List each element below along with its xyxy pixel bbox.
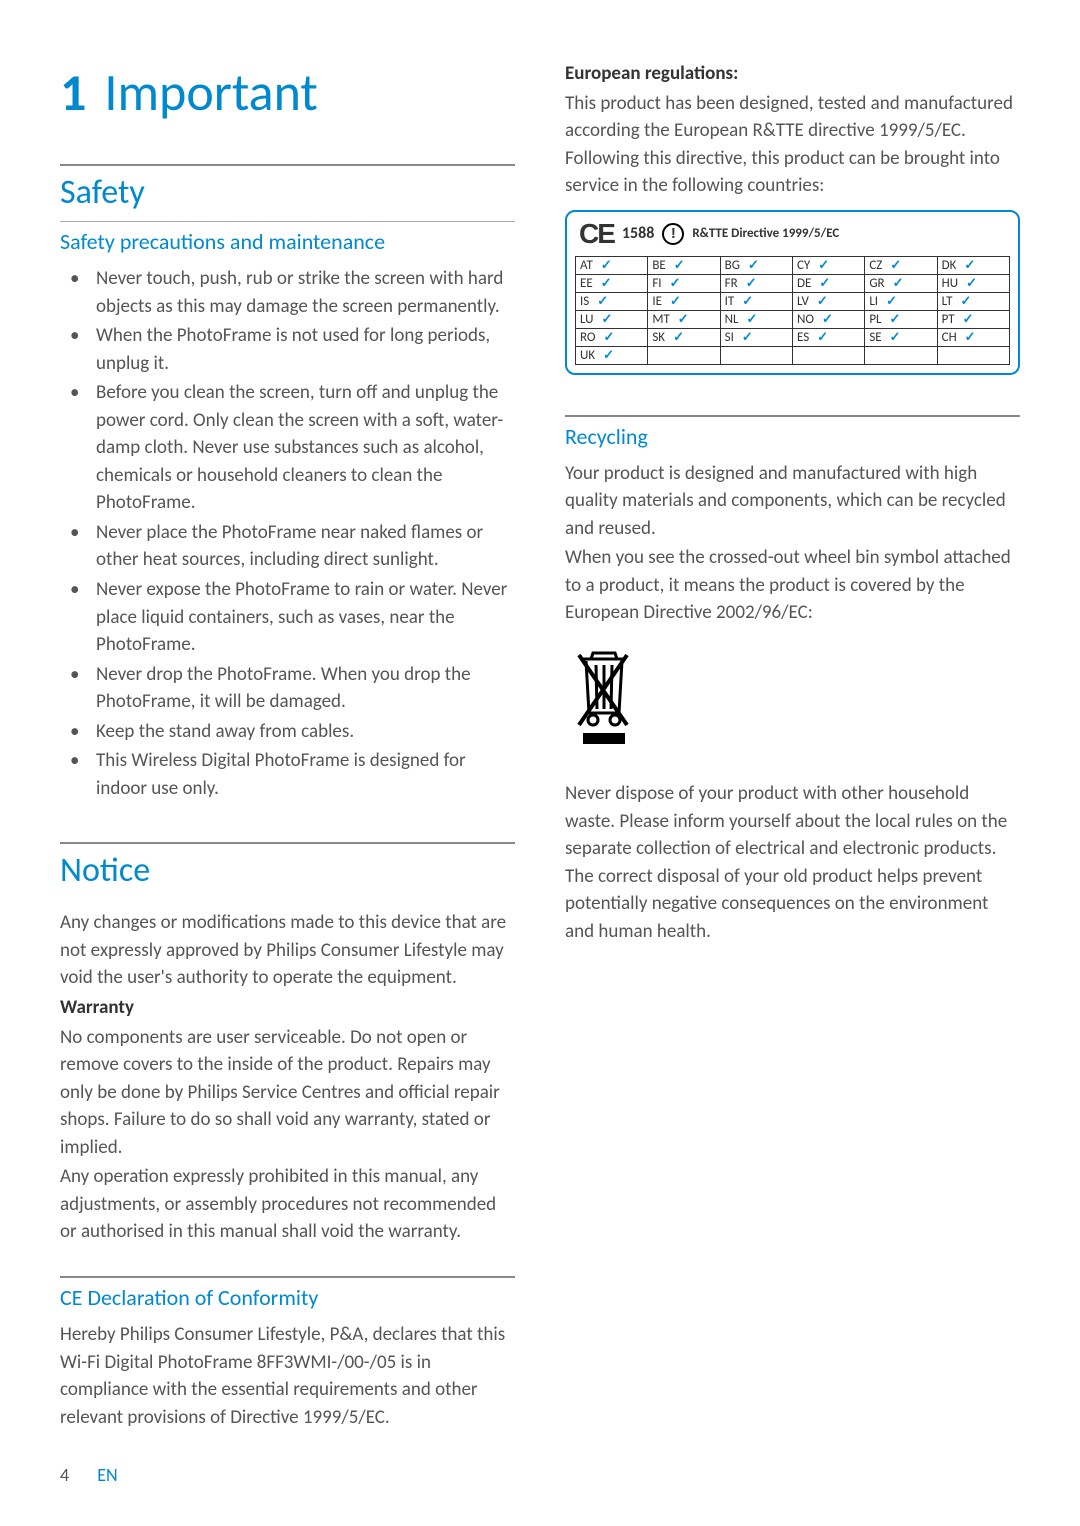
- country-cell: HU✓: [937, 274, 1009, 292]
- ce-body: This product has been designed, tested a…: [565, 90, 1020, 200]
- list-item: Before you clean the screen, turn off an…: [60, 379, 515, 517]
- chapter-number: 1: [60, 60, 86, 124]
- european-reg-label: European regulations:: [565, 62, 738, 85]
- subsection-divider: [60, 221, 515, 222]
- safety-heading: Safety: [60, 172, 515, 213]
- chapter-name: Important: [104, 60, 317, 124]
- country-cell: CY✓: [792, 256, 864, 274]
- warranty-body: Any operation expressly prohibited in th…: [60, 1163, 515, 1246]
- recycling-body: Your product is designed and manufacture…: [565, 460, 1020, 543]
- country-cell: IT✓: [720, 292, 792, 310]
- country-cell: NO✓: [792, 310, 864, 328]
- country-cell: IE✓: [648, 292, 720, 310]
- list-item: This Wireless Digital PhotoFrame is desi…: [60, 747, 515, 802]
- country-cell: SE✓: [865, 328, 937, 346]
- page-content: 1 Important Safety Safety precautions and…: [60, 60, 1020, 1440]
- country-cell: IS✓: [576, 292, 648, 310]
- ce-body: Hereby Philips Consumer Lifestyle, P&A, …: [60, 1321, 515, 1431]
- section-divider: [565, 415, 1020, 417]
- country-cell: LU✓: [576, 310, 648, 328]
- country-cell: LV✓: [792, 292, 864, 310]
- country-cell: GR✓: [865, 274, 937, 292]
- alert-icon: !: [662, 223, 684, 245]
- recycling-heading: Recycling: [565, 423, 1020, 450]
- list-item: Keep the stand away from cables.: [60, 718, 515, 746]
- warranty-label: Warranty: [60, 996, 134, 1019]
- ce-heading: CE Declaration of Conformity: [60, 1284, 515, 1311]
- country-cell: PT✓: [937, 310, 1009, 328]
- ce-mark-icon: CE: [579, 218, 614, 250]
- country-cell: BE✓: [648, 256, 720, 274]
- list-item: Never drop the PhotoFrame. When you drop…: [60, 661, 515, 716]
- country-cell: LT✓: [937, 292, 1009, 310]
- list-item: Never expose the PhotoFrame to rain or w…: [60, 576, 515, 659]
- country-cell: PL✓: [865, 310, 937, 328]
- country-cell: CZ✓: [865, 256, 937, 274]
- list-item: Never touch, push, rub or strike the scr…: [60, 265, 515, 320]
- country-cell: [792, 346, 864, 364]
- section-divider: [60, 842, 515, 844]
- country-cell: LI✓: [865, 292, 937, 310]
- list-item: When the PhotoFrame is not used for long…: [60, 322, 515, 377]
- recycling-body: Never dispose of your product with other…: [565, 780, 1020, 945]
- country-cell: NL✓: [720, 310, 792, 328]
- country-cell: SI✓: [720, 328, 792, 346]
- country-cell: [720, 346, 792, 364]
- country-cell: FR✓: [720, 274, 792, 292]
- warranty-body: No components are user serviceable. Do n…: [60, 1024, 515, 1162]
- page-number: 4: [60, 1464, 69, 1486]
- country-cell: DE✓: [792, 274, 864, 292]
- country-cell: [865, 346, 937, 364]
- directive-label: R&TTE Directive 1999/5/EC: [692, 226, 839, 241]
- country-cell: FI✓: [648, 274, 720, 292]
- notice-intro: Any changes or modifications made to thi…: [60, 909, 515, 992]
- recycling-body: When you see the crossed-out wheel bin s…: [565, 544, 1020, 627]
- section-divider: [60, 1276, 515, 1278]
- country-cell: MT✓: [648, 310, 720, 328]
- country-cell: CH✓: [937, 328, 1009, 346]
- country-cell: [648, 346, 720, 364]
- chapter-title: 1 Important: [60, 60, 515, 124]
- directive-header: CE 1588 ! R&TTE Directive 1999/5/EC: [575, 218, 1010, 250]
- country-cell: AT✓: [576, 256, 648, 274]
- language-code: EN: [97, 1464, 117, 1486]
- country-cell: [937, 346, 1009, 364]
- list-item: Never place the PhotoFrame near naked fl…: [60, 519, 515, 574]
- safety-bullet-list: Never touch, push, rub or strike the scr…: [60, 265, 515, 802]
- country-cell: ES✓: [792, 328, 864, 346]
- safety-subheading: Safety precautions and maintenance: [60, 228, 515, 255]
- ce-number: 1588: [622, 224, 654, 243]
- section-divider: [60, 164, 515, 166]
- country-cell: DK✓: [937, 256, 1009, 274]
- notice-heading: Notice: [60, 850, 515, 891]
- country-cell: BG✓: [720, 256, 792, 274]
- country-cell: SK✓: [648, 328, 720, 346]
- country-directive-box: CE 1588 ! R&TTE Directive 1999/5/EC AT✓B…: [565, 210, 1020, 375]
- country-table: AT✓BE✓BG✓CY✓CZ✓DK✓EE✓FI✓FR✓DE✓GR✓HU✓IS✓I…: [575, 256, 1010, 365]
- page-footer: 4 EN: [60, 1464, 118, 1486]
- country-cell: EE✓: [576, 274, 648, 292]
- country-cell: RO✓: [576, 328, 648, 346]
- country-cell: UK✓: [576, 346, 648, 364]
- weee-bin-icon: [565, 647, 1020, 752]
